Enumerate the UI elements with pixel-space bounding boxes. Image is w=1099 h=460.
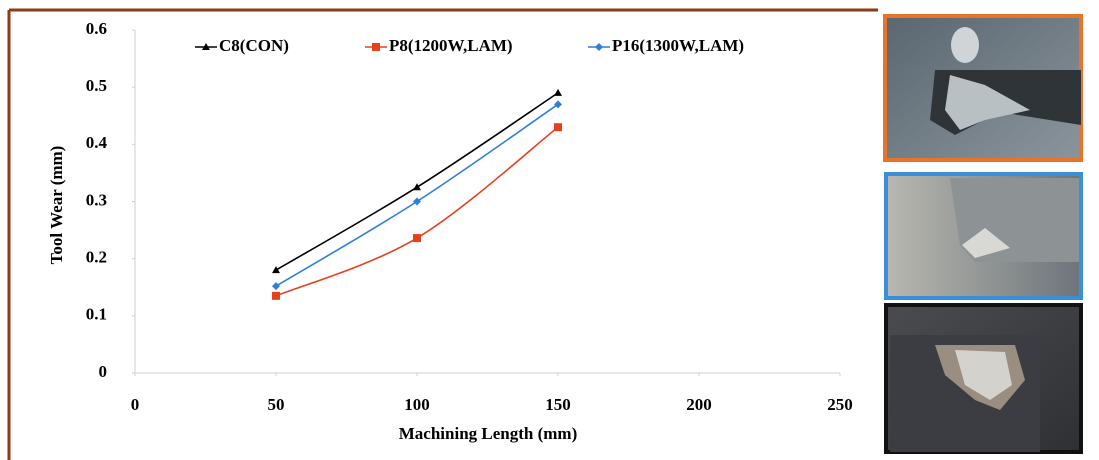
marker xyxy=(554,100,562,109)
marker xyxy=(372,43,380,51)
x-tick-label: 0 xyxy=(131,395,140,414)
marker xyxy=(413,234,421,243)
series-line xyxy=(275,92,559,271)
legend-label: C8(CON) xyxy=(219,36,289,55)
x-tick-label: 50 xyxy=(268,395,285,414)
x-tick-label: 200 xyxy=(686,395,712,414)
y-tick-label: 0 xyxy=(99,362,108,381)
marker xyxy=(413,183,421,191)
photo xyxy=(884,172,1083,300)
marker xyxy=(272,282,280,291)
legend-label: P8(1200W,LAM) xyxy=(389,36,513,55)
x-axis-title: Machining Length (mm) xyxy=(399,424,578,443)
marker xyxy=(413,197,421,206)
y-tick-label: 0.5 xyxy=(86,76,107,95)
y-tick-label: 0.3 xyxy=(86,190,107,209)
series-line xyxy=(275,126,559,297)
plot: 0 0.1 0.2 0.3 0.4 0.5 0.6 0 50 100 150 200 250 C8(CON… xyxy=(86,19,853,414)
y-tick-label: 0.1 xyxy=(86,305,107,324)
y-tick-label: 0.4 xyxy=(86,133,108,152)
x-tick-label: 250 xyxy=(827,395,853,414)
y-tick-label: 0.2 xyxy=(86,248,107,267)
legend-label: P16(1300W,LAM) xyxy=(612,36,744,55)
x-tick-label: 150 xyxy=(545,395,571,414)
marker xyxy=(554,88,562,96)
x-tick-label: 100 xyxy=(404,395,430,414)
y-tick-label: 0.6 xyxy=(86,19,107,38)
marker xyxy=(272,266,280,274)
series-line xyxy=(275,103,559,287)
marker xyxy=(272,291,280,300)
marker xyxy=(202,43,210,50)
marker xyxy=(595,43,603,51)
marker xyxy=(554,123,562,132)
photo xyxy=(884,303,1083,454)
y-axis-title: Tool Wear (mm) xyxy=(47,146,66,265)
photo xyxy=(883,14,1083,162)
